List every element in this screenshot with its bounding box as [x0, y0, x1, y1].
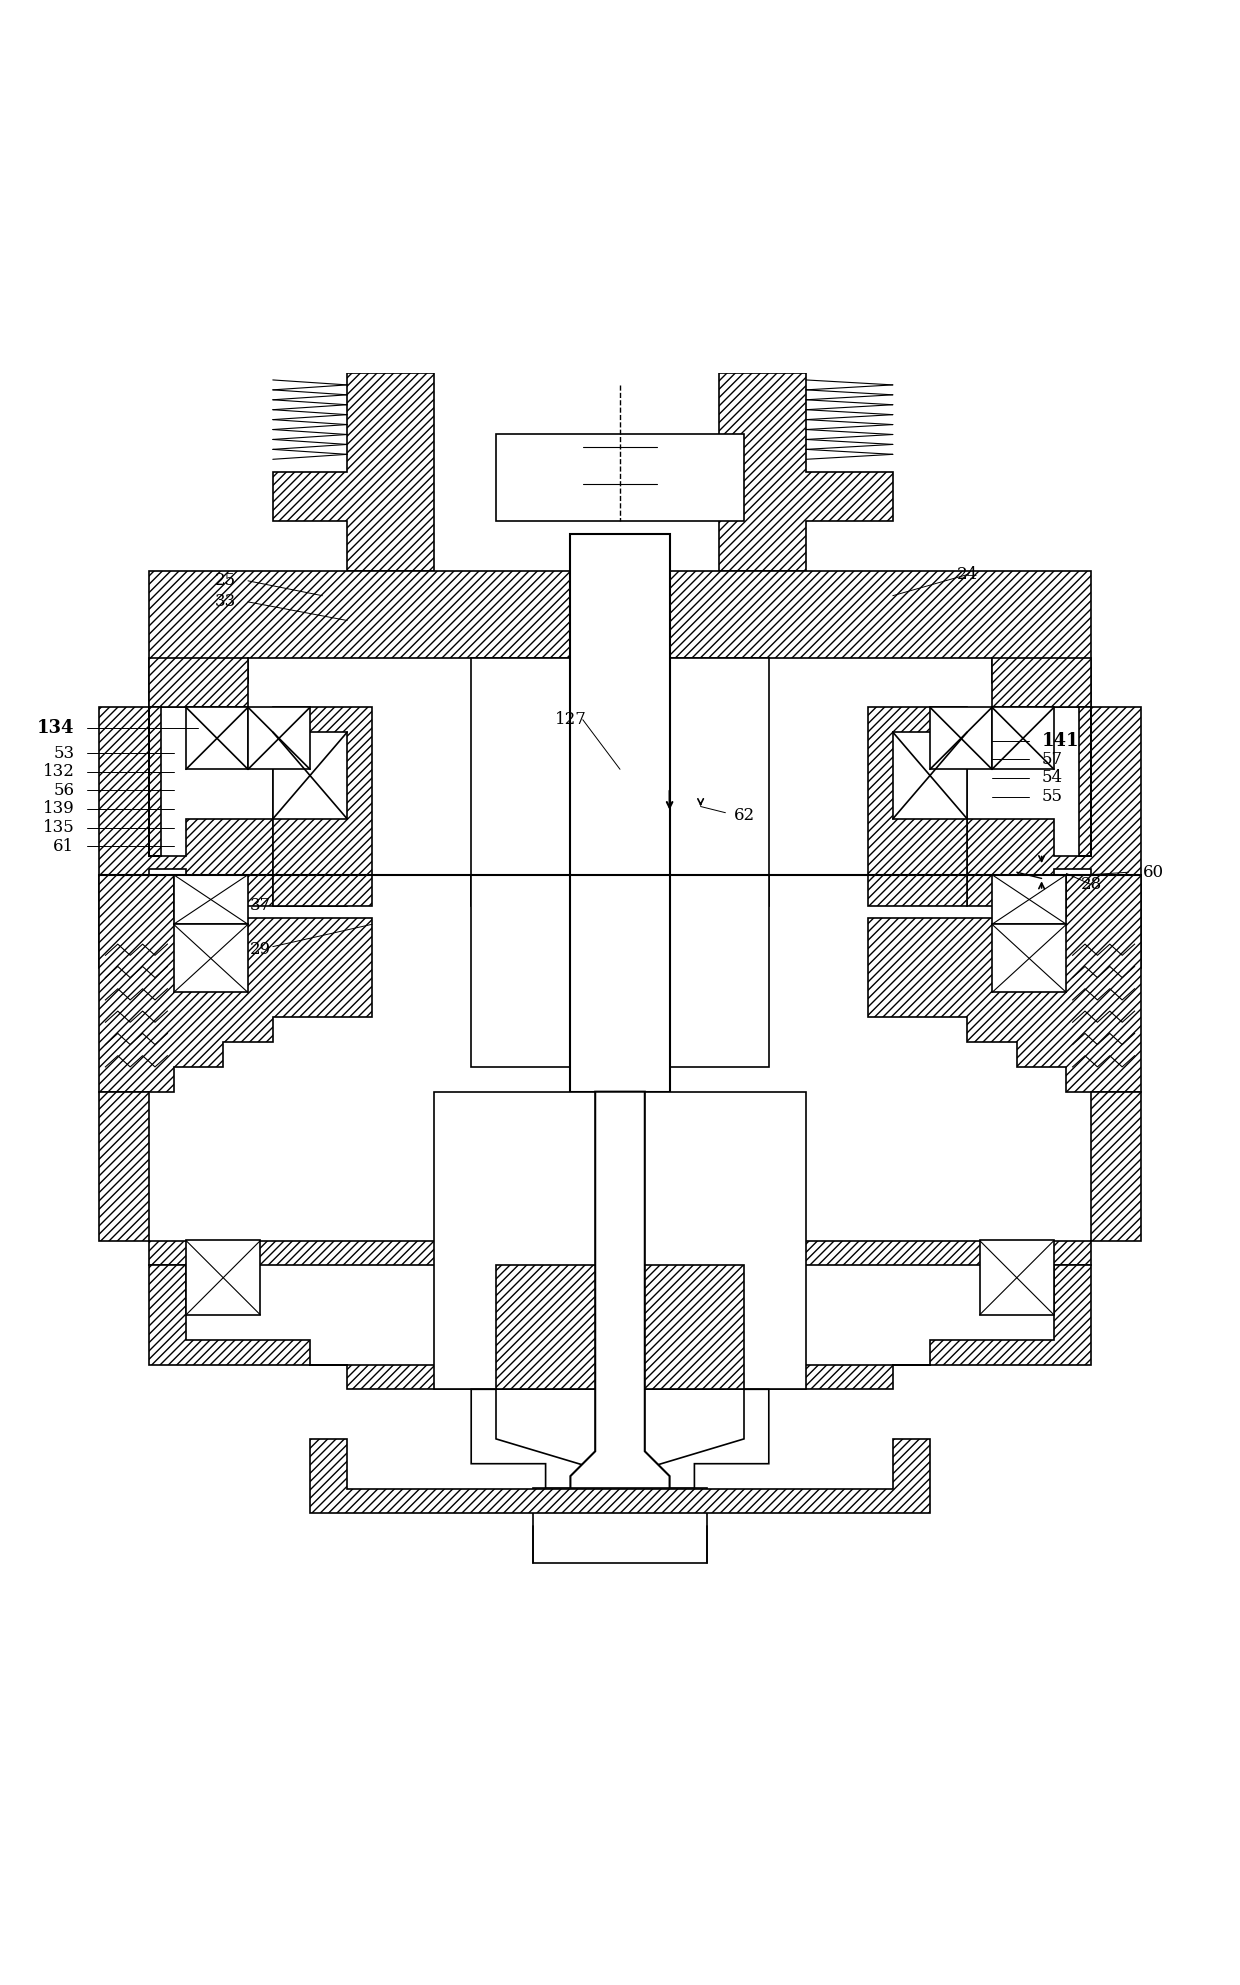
Text: 57: 57: [1042, 750, 1063, 768]
Text: 53: 53: [53, 744, 74, 762]
Bar: [496, 1264, 744, 1389]
Text: 62: 62: [733, 806, 755, 824]
Text: 132: 132: [42, 764, 74, 780]
Bar: [248, 707, 310, 770]
Bar: [992, 925, 1066, 992]
Bar: [496, 435, 744, 522]
Polygon shape: [310, 1439, 930, 1513]
Bar: [174, 925, 248, 992]
Bar: [868, 707, 967, 905]
Polygon shape: [570, 1092, 670, 1526]
Bar: [992, 875, 1066, 925]
Text: 28: 28: [1080, 875, 1102, 893]
Text: 139: 139: [42, 800, 74, 818]
Text: 61: 61: [53, 838, 74, 856]
Bar: [570, 534, 670, 1092]
Bar: [992, 707, 1054, 770]
Polygon shape: [149, 572, 1091, 707]
Bar: [186, 1241, 260, 1314]
Polygon shape: [99, 707, 273, 969]
Bar: [980, 1241, 1054, 1314]
Bar: [533, 1489, 707, 1562]
Text: 25: 25: [215, 572, 236, 590]
Polygon shape: [99, 875, 372, 1092]
Text: 134: 134: [37, 719, 74, 736]
Polygon shape: [273, 373, 434, 572]
Bar: [471, 657, 769, 905]
Polygon shape: [149, 1264, 1091, 1389]
Text: 33: 33: [215, 594, 236, 611]
Text: 135: 135: [42, 820, 74, 836]
Bar: [186, 707, 248, 770]
Polygon shape: [99, 1092, 1141, 1264]
Text: 37: 37: [249, 897, 272, 915]
Polygon shape: [719, 373, 893, 572]
Text: 29: 29: [249, 941, 272, 957]
Text: 127: 127: [554, 711, 587, 728]
Bar: [992, 657, 1091, 707]
Text: 54: 54: [1042, 770, 1063, 786]
Text: 141: 141: [1042, 732, 1079, 750]
Text: 24: 24: [956, 566, 978, 584]
Bar: [893, 732, 967, 820]
Bar: [273, 707, 372, 905]
Text: 55: 55: [1042, 788, 1063, 806]
Bar: [174, 875, 248, 925]
Bar: [273, 732, 347, 820]
Polygon shape: [471, 1390, 769, 1489]
Bar: [471, 875, 769, 1066]
Polygon shape: [868, 875, 1141, 1092]
Text: 56: 56: [53, 782, 74, 798]
Polygon shape: [967, 707, 1141, 969]
Bar: [149, 657, 248, 707]
Text: 60: 60: [1142, 863, 1164, 881]
Bar: [434, 1092, 806, 1389]
Bar: [930, 707, 992, 770]
